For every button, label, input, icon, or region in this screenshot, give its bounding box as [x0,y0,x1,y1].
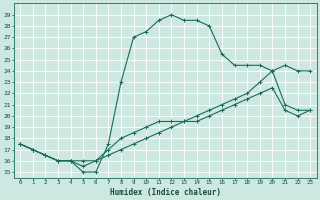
X-axis label: Humidex (Indice chaleur): Humidex (Indice chaleur) [110,188,220,197]
